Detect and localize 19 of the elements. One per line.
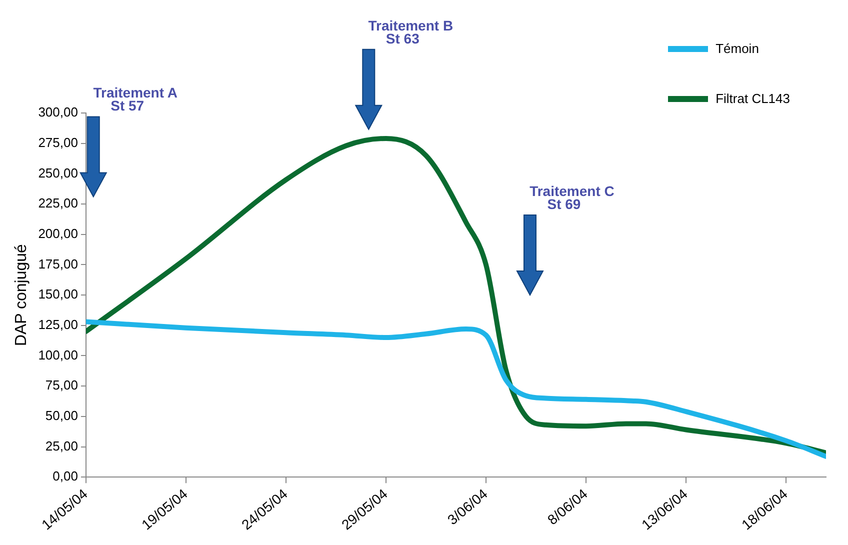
y-tick-label: 225,00 (38, 196, 78, 211)
y-tick-label: 0,00 (52, 468, 78, 484)
y-axis-title: DAP conjugué (13, 244, 30, 346)
y-tick-label: 300,00 (38, 104, 78, 120)
y-tick-label: 275,00 (38, 134, 78, 150)
y-tick-label: 150,00 (38, 286, 78, 302)
annotation: Traitement C St 69 (530, 183, 614, 212)
y-tick-label: 250,00 (38, 165, 78, 180)
y-tick-label: 50,00 (45, 408, 78, 423)
y-tick-label: 100,00 (38, 347, 78, 362)
y-tick-label: 175,00 (38, 256, 78, 272)
legend-label: Filtrat CL143 (716, 91, 790, 106)
y-tick-label: 200,00 (38, 226, 78, 241)
y-tick-label: 125,00 (38, 316, 78, 332)
y-tick-label: 25,00 (45, 438, 78, 454)
text: Traitement B St 63 (368, 17, 454, 46)
legend-label: Témoin (716, 41, 759, 56)
y-tick-label: 75,00 (45, 378, 78, 393)
annotation: Traitement A St 57 (93, 84, 178, 114)
